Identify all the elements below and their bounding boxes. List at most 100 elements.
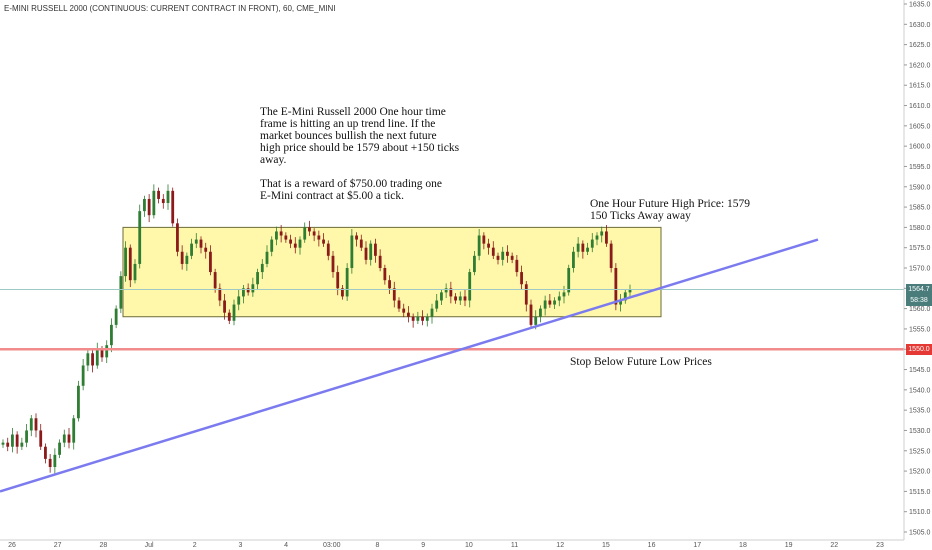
target-note[interactable]: One Hour Future High Price: 1579 150 Tic…	[590, 198, 751, 222]
candle	[62, 429, 66, 448]
candle-body	[39, 430, 43, 447]
candle-body	[496, 255, 500, 260]
candle	[6, 437, 10, 452]
candle	[284, 232, 288, 243]
time-tick-label: 22	[830, 542, 838, 549]
candle	[1, 439, 5, 448]
candle-body	[289, 239, 292, 244]
price-tick-label: 1615.0	[909, 83, 931, 90]
time-axis[interactable]: 26 27 28 Jul 2 3 4 03:00 8 9 10 11 12 15 16 17 18 19 22 23	[0, 539, 904, 549]
candle-body	[430, 308, 434, 317]
candle-body	[171, 190, 175, 224]
candle	[279, 224, 283, 243]
candle-body	[62, 434, 66, 443]
candle-body	[614, 268, 618, 305]
candle-body	[308, 227, 311, 232]
candle	[138, 204, 142, 269]
candle-body	[317, 235, 321, 240]
candle-body	[204, 247, 208, 252]
candle-body	[444, 288, 448, 293]
candle	[553, 297, 556, 310]
candle	[317, 230, 321, 247]
candle-body	[218, 288, 222, 301]
candle-body	[190, 243, 193, 256]
uptrend-line[interactable]	[0, 238, 819, 493]
candle-body	[232, 304, 236, 321]
candle-body	[58, 442, 61, 455]
candle	[548, 293, 552, 308]
candle-body	[562, 292, 566, 297]
candle-body	[392, 288, 396, 301]
price-tick-label: 1535.0	[909, 408, 931, 415]
candle-body	[143, 198, 146, 212]
time-tick-label: 17	[693, 542, 701, 549]
candle-body	[567, 268, 571, 293]
price-tick-label: 1530.0	[909, 428, 931, 435]
candle	[190, 238, 193, 260]
candle-body	[539, 308, 542, 317]
price-axis[interactable]: 1505.0 1510.0 1515.0 1520.0 1525.0 1530.0 1535…	[903, 0, 931, 540]
candle	[581, 240, 585, 259]
candle	[444, 283, 448, 299]
candle-body	[359, 239, 363, 248]
price-tick-label: 1620.0	[909, 62, 931, 69]
candle-body	[553, 300, 556, 305]
candle	[171, 187, 175, 227]
time-tick-label: 23	[876, 542, 884, 549]
candle	[124, 241, 127, 282]
candle-body	[369, 243, 373, 260]
candle-body	[458, 296, 462, 301]
candle-body	[487, 243, 490, 248]
candle-body	[576, 243, 580, 252]
candle-body	[284, 235, 288, 240]
drawing-lines[interactable]	[0, 238, 904, 493]
price-tick-label: 1630.0	[909, 22, 931, 29]
candle	[119, 271, 123, 314]
candle	[510, 252, 514, 264]
analysis-note[interactable]: The E-Mini Russell 2000 One hour time fr…	[260, 106, 460, 202]
candle	[303, 222, 307, 243]
candle	[397, 297, 401, 312]
candle	[529, 299, 533, 329]
candle-body	[407, 312, 410, 317]
time-tick-label: 9	[421, 542, 425, 549]
candle-body	[293, 243, 297, 248]
candle	[341, 285, 344, 300]
candle-body	[223, 300, 226, 313]
candle-body	[213, 272, 217, 289]
candle-body	[209, 251, 212, 273]
candle-body	[298, 239, 302, 248]
stop-note[interactable]: Stop Below Future Low Prices	[570, 356, 712, 368]
candle-body	[15, 434, 19, 447]
candle	[265, 245, 269, 268]
candle-body	[510, 255, 514, 260]
time-tick-label: 12	[556, 542, 564, 549]
candle	[11, 428, 14, 453]
candle	[491, 241, 495, 260]
candle	[105, 340, 109, 364]
candle	[34, 413, 38, 438]
candle-body	[105, 345, 109, 358]
candle-body	[378, 255, 382, 268]
candle-body	[20, 442, 24, 447]
candle	[322, 233, 325, 247]
candle	[557, 291, 561, 307]
candle-body	[11, 434, 14, 447]
candle-body	[388, 280, 391, 289]
range-box[interactable]	[122, 226, 662, 318]
candle-body	[180, 251, 184, 264]
time-tick-label: 03:00	[323, 542, 341, 549]
candle-body	[128, 247, 132, 281]
candle-body	[72, 418, 76, 443]
candle-body	[350, 235, 354, 268]
candle	[58, 439, 61, 459]
stop-price-tag: 1550.0	[906, 343, 932, 355]
candle-body	[491, 247, 495, 256]
candle	[298, 236, 302, 255]
candle	[473, 250, 476, 276]
candle-body	[619, 300, 622, 305]
range-rectangle[interactable]	[122, 226, 662, 318]
candle-body	[477, 235, 481, 256]
candle-body	[194, 239, 198, 244]
